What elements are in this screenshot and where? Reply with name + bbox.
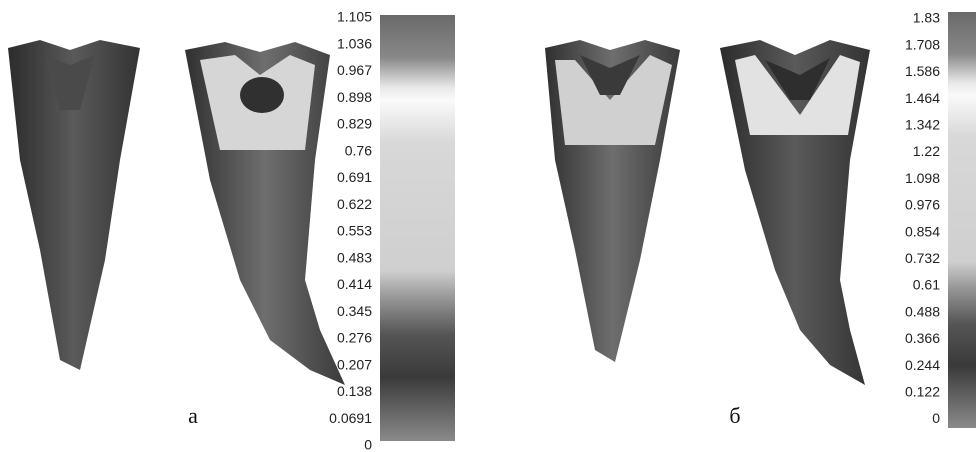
colorbar-tick-label: 0.122 <box>905 384 940 400</box>
colorbar-tick-label: 1.83 <box>913 10 940 26</box>
colorbar-tick-label: 1.036 <box>337 35 372 51</box>
colorbar-tick-label: 1.586 <box>905 63 940 79</box>
colorbar-tick-label: 0.0691 <box>329 410 372 426</box>
colorbar-tick-label: 0.276 <box>337 330 372 346</box>
colorbar-tick-label: 0.691 <box>337 169 372 185</box>
colorbar-tick-label: 0.854 <box>905 223 940 239</box>
colorbar-tick-label: 0.207 <box>337 356 372 372</box>
tooth-model <box>545 40 680 362</box>
figure-canvas: а б 1.105 1.036 0.967 0.898 0.829 0.76 0.691 0.… <box>0 0 976 452</box>
colorbar-tick-label: 0.898 <box>337 89 372 105</box>
tooth-model <box>720 40 870 385</box>
colorbar-tick-label: 0.967 <box>337 62 372 78</box>
colorbar-tick-label: 0.138 <box>337 383 372 399</box>
colorbar-tick-label: 1.464 <box>905 90 940 106</box>
colorbar <box>380 15 455 441</box>
colorbar-tick-label: 1.342 <box>905 117 940 133</box>
panel-label: а <box>188 403 198 428</box>
colorbar-tick-label: 0.244 <box>905 357 940 373</box>
colorbar-tick-label: 0.732 <box>905 250 940 266</box>
colorbar-tick-label: 1.105 <box>337 9 372 25</box>
colorbar-tick-label: 0 <box>932 410 940 426</box>
colorbar <box>948 12 976 428</box>
colorbar-tick-label: 1.708 <box>905 36 940 52</box>
colorbar-tick-label: 0.366 <box>905 330 940 346</box>
colorbar-tick-label: 0.76 <box>345 142 372 158</box>
colorbar-tick-label: 0 <box>364 437 372 452</box>
tooth-model <box>185 42 345 385</box>
colorbar-tick-label: 0.414 <box>337 276 372 292</box>
colorbar-tick-label: 0.483 <box>337 249 372 265</box>
colorbar-tick-label: 0.829 <box>337 116 372 132</box>
colorbar-tick-label: 0.976 <box>905 197 940 213</box>
colorbar-tick-label: 0.488 <box>905 303 940 319</box>
figure: а б 1.105 1.036 0.967 0.898 0.829 0.76 0.691 0.… <box>0 0 976 452</box>
colorbar-tick-label: 0.345 <box>337 303 372 319</box>
panel-label: б <box>729 403 740 428</box>
colorbar-tick-label: 0.622 <box>337 196 372 212</box>
colorbar-tick-label: 0.61 <box>913 277 940 293</box>
tooth-model <box>8 40 140 370</box>
colorbar-tick-label: 0.553 <box>337 223 372 239</box>
colorbar-tick-label: 1.22 <box>913 143 940 159</box>
colorbar-tick-label: 1.098 <box>905 170 940 186</box>
